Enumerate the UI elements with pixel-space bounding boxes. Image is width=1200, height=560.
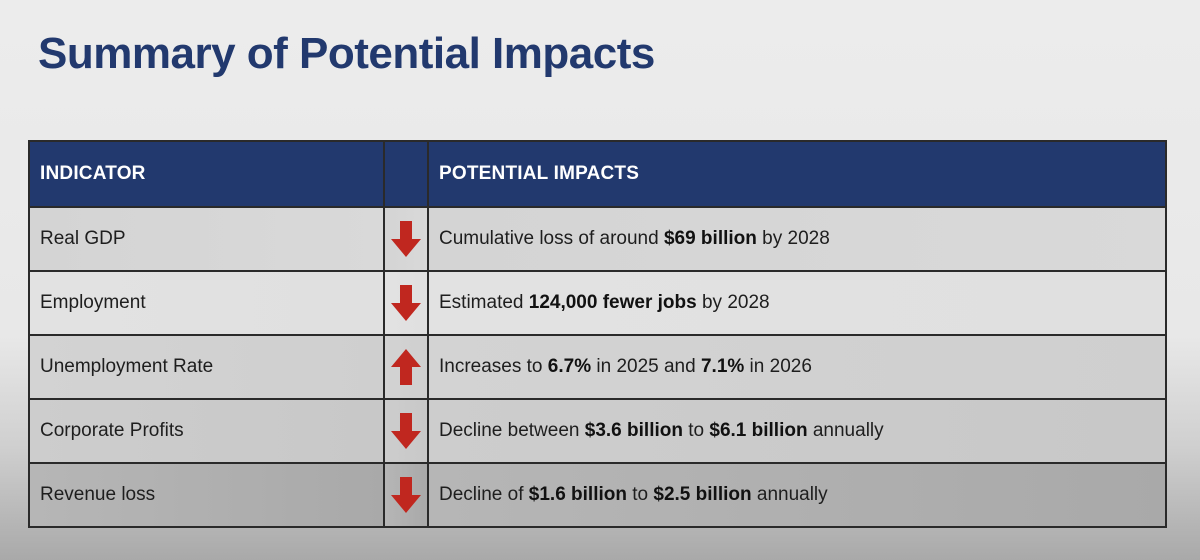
indicator-cell: Employment [28, 270, 385, 336]
slide-title: Summary of Potential Impacts [38, 29, 655, 78]
indicator-cell: Corporate Profits [28, 398, 385, 464]
table-row: Unemployment Rate Increases to 6.7% in 2… [28, 334, 1167, 400]
impact-cell: Decline between $3.6 billion to $6.1 bil… [427, 398, 1167, 464]
table-row: Corporate Profits Decline between $3.6 b… [28, 398, 1167, 464]
impact-cell: Increases to 6.7% in 2025 and 7.1% in 20… [427, 334, 1167, 400]
direction-cell [383, 270, 429, 336]
indicator-cell: Unemployment Rate [28, 334, 385, 400]
direction-cell [383, 398, 429, 464]
arrow-down-icon [391, 477, 421, 513]
indicator-cell: Real GDP [28, 206, 385, 272]
table-row: Real GDP Cumulative loss of around $69 b… [28, 206, 1167, 272]
direction-cell [383, 206, 429, 272]
table-header-row: INDICATOR POTENTIAL IMPACTS [28, 140, 1167, 208]
direction-cell [383, 462, 429, 528]
arrow-down-icon [391, 285, 421, 321]
header-indicator: INDICATOR [28, 140, 385, 208]
table-row: Employment Estimated 124,000 fewer jobs … [28, 270, 1167, 336]
table-row: Revenue loss Decline of $1.6 billion to … [28, 462, 1167, 528]
header-direction [383, 140, 429, 208]
arrow-up-icon [391, 349, 421, 385]
impact-cell: Decline of $1.6 billion to $2.5 billion … [427, 462, 1167, 528]
impact-cell: Cumulative loss of around $69 billion by… [427, 206, 1167, 272]
arrow-down-icon [391, 413, 421, 449]
direction-cell [383, 334, 429, 400]
impact-cell: Estimated 124,000 fewer jobs by 2028 [427, 270, 1167, 336]
header-potential-impacts: POTENTIAL IMPACTS [427, 140, 1167, 208]
indicator-cell: Revenue loss [28, 462, 385, 528]
impact-summary-table: INDICATOR POTENTIAL IMPACTS Real GDP Cum… [28, 140, 1167, 528]
arrow-down-icon [391, 221, 421, 257]
